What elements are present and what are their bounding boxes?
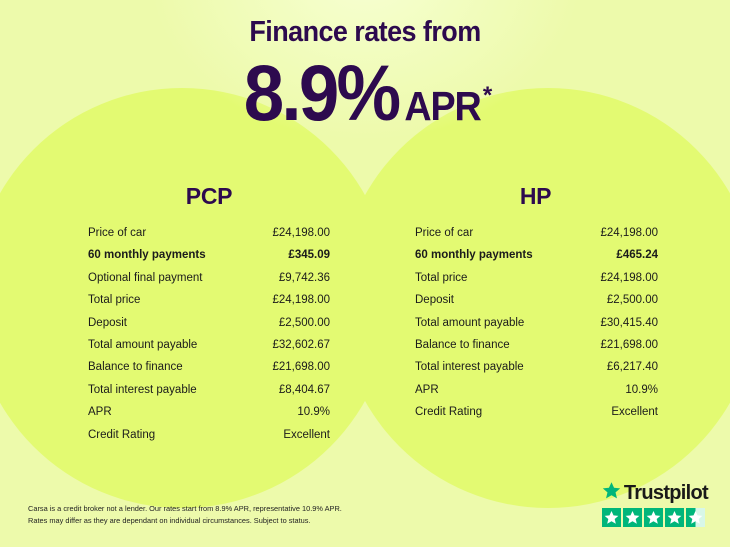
row-value: £24,198.00: [600, 227, 658, 239]
plan-title-pcp: PCP: [185, 183, 233, 209]
row-value: £2,500.00: [278, 316, 330, 329]
row-value: £9,742.36: [278, 271, 330, 284]
row-value: £30,415.40: [600, 316, 658, 329]
row-label: Optional final payment: [88, 271, 203, 284]
table-row: Credit Rating Excellent: [415, 401, 658, 423]
row-label: Total price: [415, 271, 468, 284]
row-label: Balance to finance: [88, 361, 183, 374]
table-row: Total interest payable £6,217.40: [415, 356, 658, 378]
trustpilot-full-star-icon: [643, 508, 663, 527]
row-label: Price of car: [415, 227, 474, 239]
trustpilot-full-star-icon: [622, 508, 642, 527]
row-value: £24,198.00: [272, 294, 330, 307]
trustpilot-full-star-icon: [664, 508, 684, 527]
row-value: £24,198.00: [272, 227, 330, 239]
asterisk-mark: *: [482, 82, 493, 109]
plan-column-hp: HP Price of car £24,198.00 60 monthly paym…: [365, 185, 730, 446]
row-label: APR: [415, 383, 439, 396]
row-value: £465.24: [616, 249, 658, 262]
row-value: 10.9%: [297, 406, 330, 419]
row-label: Credit Rating: [88, 428, 156, 441]
row-label: Total interest payable: [415, 361, 524, 374]
table-row: APR 10.9%: [88, 401, 330, 423]
row-value: £345.09: [288, 249, 330, 262]
disclaimer-line-1: Carsa is a credit broker not a lender. O…: [28, 503, 342, 513]
table-row: Deposit £2,500.00: [415, 289, 658, 311]
row-value: 10.9%: [625, 383, 658, 396]
table-row: Price of car £24,198.00: [88, 222, 330, 244]
trustpilot-name: Trustpilot: [623, 482, 709, 504]
row-label: Balance to finance: [415, 339, 510, 352]
row-label: Total price: [88, 294, 141, 307]
row-label: Price of car: [88, 227, 147, 239]
row-value: £32,602.67: [272, 339, 330, 352]
row-label: 60 monthly payments: [415, 249, 533, 262]
row-label: Deposit: [415, 294, 454, 307]
trustpilot-wordmark: Trustpilot: [602, 481, 709, 505]
row-label: Deposit: [88, 316, 127, 329]
plan-comparison: PCP Price of car £24,198.00 60 monthly pay…: [0, 185, 730, 446]
row-label: Total amount payable: [88, 339, 198, 352]
row-value: £8,404.67: [278, 383, 330, 396]
table-row: Total amount payable £30,415.40: [415, 312, 658, 334]
row-label: 60 monthly payments: [88, 249, 206, 262]
trustpilot-full-star-icon: [601, 508, 621, 527]
row-value: £24,198.00: [600, 271, 658, 284]
headline-rate: 8.9% APR *: [0, 47, 730, 132]
row-value: £2,500.00: [606, 294, 658, 307]
row-value: £21,698.00: [600, 339, 658, 352]
table-row: Optional final payment £9,742.36: [88, 267, 330, 289]
row-label: APR: [88, 406, 112, 419]
table-row: APR 10.9%: [415, 379, 658, 401]
plan-column-pcp: PCP Price of car £24,198.00 60 monthly pay…: [0, 185, 365, 446]
plan-rows-hp: Price of car £24,198.00 60 monthly payment…: [415, 222, 658, 424]
row-label: Total amount payable: [415, 316, 525, 329]
table-row: Total price £24,198.00: [88, 289, 330, 311]
disclaimer: Carsa is a credit broker not a lender. O…: [28, 503, 458, 527]
table-row: Price of car £24,198.00: [415, 222, 658, 244]
table-row: Credit Rating Excellent: [88, 424, 330, 446]
table-row: Total interest payable £8,404.67: [88, 379, 330, 401]
row-value: £6,217.40: [606, 361, 658, 374]
table-row: Total amount payable £32,602.67: [88, 334, 330, 356]
header: Finance rates from 8.9% APR *: [0, 0, 730, 133]
page-title: Finance rates from: [249, 16, 481, 48]
trustpilot-rating[interactable]: Trustpilot: [601, 481, 709, 527]
row-label: Total interest payable: [88, 383, 197, 396]
trustpilot-half-star-icon: [685, 508, 705, 527]
plan-title-hp: HP: [519, 183, 552, 209]
table-row: 60 monthly payments £345.09: [88, 244, 330, 266]
table-row: 60 monthly payments £465.24: [415, 244, 658, 266]
table-row: Balance to finance £21,698.00: [88, 356, 330, 378]
disclaimer-line-2: Rates may differ as they are dependant o…: [28, 515, 311, 525]
trustpilot-star-icon: [602, 481, 621, 505]
plan-rows-pcp: Price of car £24,198.00 60 monthly payment…: [88, 222, 330, 446]
trustpilot-stars: [601, 508, 708, 527]
row-value: Excellent: [283, 428, 330, 441]
rate-value: 8.9%: [243, 48, 401, 137]
row-value: £21,698.00: [272, 361, 330, 374]
row-label: Credit Rating: [415, 406, 483, 419]
table-row: Balance to finance £21,698.00: [415, 334, 658, 356]
row-value: Excellent: [611, 406, 658, 419]
rate-unit: APR: [404, 83, 481, 129]
table-row: Deposit £2,500.00: [88, 312, 330, 334]
table-row: Total price £24,198.00: [415, 267, 658, 289]
